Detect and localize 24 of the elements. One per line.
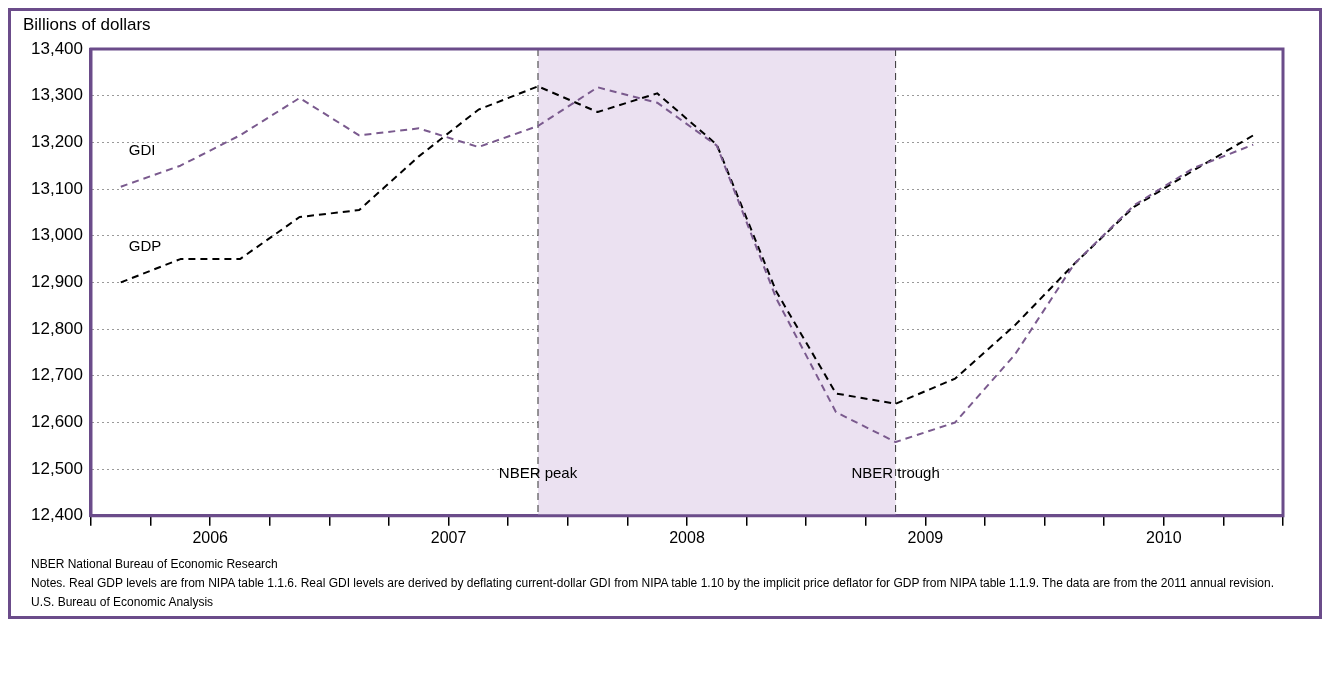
y-axis-title: Billions of dollars bbox=[23, 15, 152, 35]
y-tick-label: 12,800 bbox=[31, 318, 83, 338]
ref-line-label: NBER trough bbox=[851, 464, 940, 482]
y-tick-label: 13,100 bbox=[31, 178, 83, 198]
x-tick-label: 2006 bbox=[192, 528, 229, 546]
y-tick-label: 13,400 bbox=[31, 38, 83, 58]
x-tick-label: 2009 bbox=[907, 528, 944, 546]
series-label: GDP bbox=[128, 237, 162, 255]
y-tick-label: 12,700 bbox=[31, 365, 83, 385]
ref-line-label: NBER peak bbox=[498, 464, 578, 482]
text: U.S. Bureau of Economic Analysis bbox=[31, 594, 215, 611]
y-tick-label: 12,500 bbox=[31, 458, 83, 478]
y-tick-label: 12,400 bbox=[31, 505, 83, 525]
x-tick-label: 2010 bbox=[1146, 528, 1182, 546]
y-tick-label: 13,200 bbox=[31, 132, 83, 152]
x-tick-label: 2008 bbox=[669, 528, 705, 546]
y-tick-label: 12,600 bbox=[31, 412, 83, 432]
y-tick-label: 13,300 bbox=[31, 85, 83, 105]
y-tick-label: 13,000 bbox=[31, 225, 83, 245]
x-tick-label: 2007 bbox=[430, 528, 467, 546]
text: NBER National Bureau of Economic Research bbox=[31, 556, 279, 573]
y-tick-label: 12,900 bbox=[31, 272, 83, 292]
series-label: GDI bbox=[128, 141, 156, 159]
text: Notes. Real GDP levels are from NIPA table 1.1.6. Real GDI levels are derived by deflating current-dollar GDI from NIPA table 1.10 by the implicit price deflator for GDP from NIPA table 1.1.9. The data are from the 2011 annual revision. bbox=[31, 575, 1276, 592]
